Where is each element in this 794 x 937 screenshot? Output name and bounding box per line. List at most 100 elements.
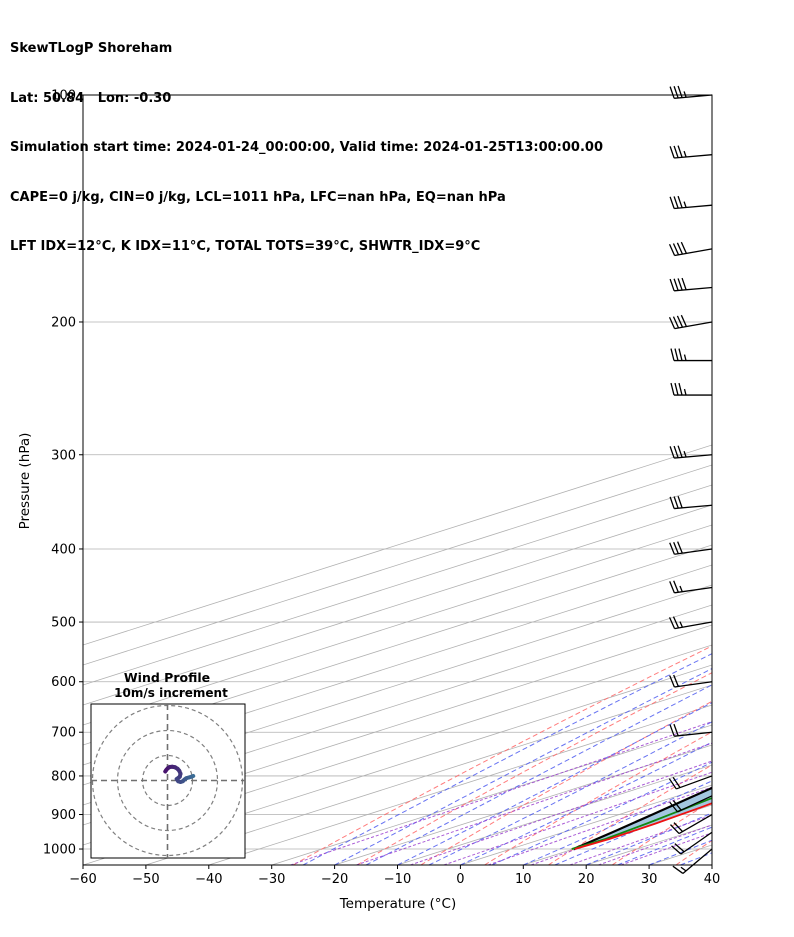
y-tick-label: 800 [51, 769, 76, 784]
isotherm-line [83, 464, 712, 666]
wind-barb [670, 382, 712, 396]
dry-adiabat [484, 731, 712, 865]
y-tick-label: 400 [51, 542, 76, 557]
x-tick-label: −30 [258, 872, 285, 887]
wind-barb-flag [669, 801, 679, 813]
wind-barb-flag [673, 674, 679, 687]
dry-adiabat [292, 645, 712, 865]
wind-barb [668, 241, 713, 257]
stability-indices-line: LFT IDX=12°C, K IDX=11°C, TOTAL TOTS=39°… [10, 239, 481, 254]
dry-adiabat [420, 700, 712, 865]
wind-barb [669, 85, 713, 99]
x-axis-label: Temperature (°C) [339, 896, 457, 912]
wind-barb-flag [677, 445, 683, 458]
wind-barb-shaft [674, 548, 713, 555]
wind-barb-flag [669, 542, 675, 555]
wind-barb-shaft [674, 681, 713, 688]
x-tick-label: −40 [195, 872, 222, 887]
y-tick-label: 100 [51, 89, 76, 104]
x-tick-label: 10 [515, 872, 532, 887]
isotherm-line [83, 664, 712, 865]
y-tick-label: 600 [51, 675, 76, 690]
x-tick-label: −10 [384, 872, 411, 887]
moist-adiabat [648, 839, 712, 865]
x-tick-label: 20 [578, 872, 595, 887]
wind-barb-flag [669, 446, 675, 459]
wind-barb-flag [672, 865, 684, 874]
wind-barb-flag [671, 845, 682, 855]
wind-barb-shaft [674, 286, 713, 292]
moist-adiabat [586, 812, 712, 865]
y-tick-label: 700 [51, 726, 76, 741]
wind-barb-flag [673, 278, 679, 291]
wind-barb-flag [674, 843, 685, 853]
wind-barb [669, 541, 713, 555]
wind-barb-flag [673, 822, 684, 832]
wind-barb-shaft [674, 621, 713, 630]
wind-barb-flag [672, 316, 680, 329]
wind-barb-flag [670, 824, 680, 834]
wind-barb-shaft [674, 731, 713, 737]
wind-barb-flag [668, 317, 676, 329]
wind-barb-flag [677, 195, 683, 209]
x-tick-label: 40 [704, 872, 721, 887]
wind-barb-flag [668, 778, 677, 790]
wind-barb-shaft [680, 831, 713, 855]
x-tick-label: −50 [132, 872, 159, 887]
wind-barb-shaft [674, 154, 713, 159]
wind-barb-flag [677, 495, 683, 509]
x-tick-label: 30 [641, 872, 658, 887]
isotherm-line [271, 724, 712, 865]
wind-barb-flag [669, 496, 675, 509]
mixing-ratio-line [620, 832, 712, 865]
wind-barb-half-flag [683, 354, 687, 361]
wind-barb-flag [680, 314, 687, 327]
wind-barb-flag [673, 580, 679, 593]
wind-barb-half-flag [683, 150, 687, 158]
mixing-ratio-line [443, 771, 712, 865]
wind-barb-flag [678, 382, 683, 396]
wind-barb-flag [677, 85, 683, 98]
moist-adiabat [711, 864, 712, 865]
chart-header: SkewTLogP Shoreham Lat: 50.84 Lon: -0.30… [10, 8, 603, 272]
simulation-time-line: Simulation start time: 2024-01-24_00:00:… [10, 140, 603, 155]
mixing-ratio-line [598, 824, 712, 865]
hodograph [91, 704, 245, 858]
wind-barb-flag [673, 723, 679, 736]
wind-barb [669, 145, 713, 159]
moist-adiabat [428, 721, 712, 865]
moist-adiabat [302, 653, 712, 865]
wind-barb-flag [668, 243, 676, 256]
dry-adiabat [548, 764, 712, 865]
moist-adiabat [491, 761, 712, 865]
wind-barb [669, 723, 713, 737]
mixing-ratio-line [410, 760, 712, 865]
wind-barb-half-flag [683, 91, 687, 98]
wind-barb-flag [669, 86, 675, 99]
wind-barbs [668, 85, 713, 874]
wind-barb-flag [677, 278, 683, 291]
wind-barb-flag [669, 146, 675, 159]
wind-barb-flag [681, 277, 687, 290]
dry-adiabat [356, 672, 712, 865]
mixing-ratio-line [290, 721, 712, 865]
wind-barb-half-flag [679, 621, 684, 628]
wind-barb-flag [670, 348, 675, 361]
wind-barb [669, 495, 713, 510]
wind-barb [672, 848, 713, 874]
x-tick-label: −20 [321, 872, 348, 887]
chart-title: SkewTLogP Shoreham [10, 41, 173, 56]
moist-adiabat [744, 95, 794, 865]
hodograph-title: Wind Profile [124, 670, 210, 685]
moist-adiabat [523, 780, 712, 865]
wind-barb-half-flag [680, 866, 687, 872]
wind-barb-shaft [674, 94, 713, 99]
y-tick-label: 200 [51, 315, 76, 330]
wind-barb [669, 445, 713, 459]
wind-barb-shaft [674, 321, 713, 330]
wind-barb [669, 195, 713, 210]
wind-barb [668, 314, 713, 330]
isotherm-line [586, 824, 712, 865]
wind-barb-shaft [674, 248, 713, 257]
wind-barb-flag [669, 581, 675, 594]
